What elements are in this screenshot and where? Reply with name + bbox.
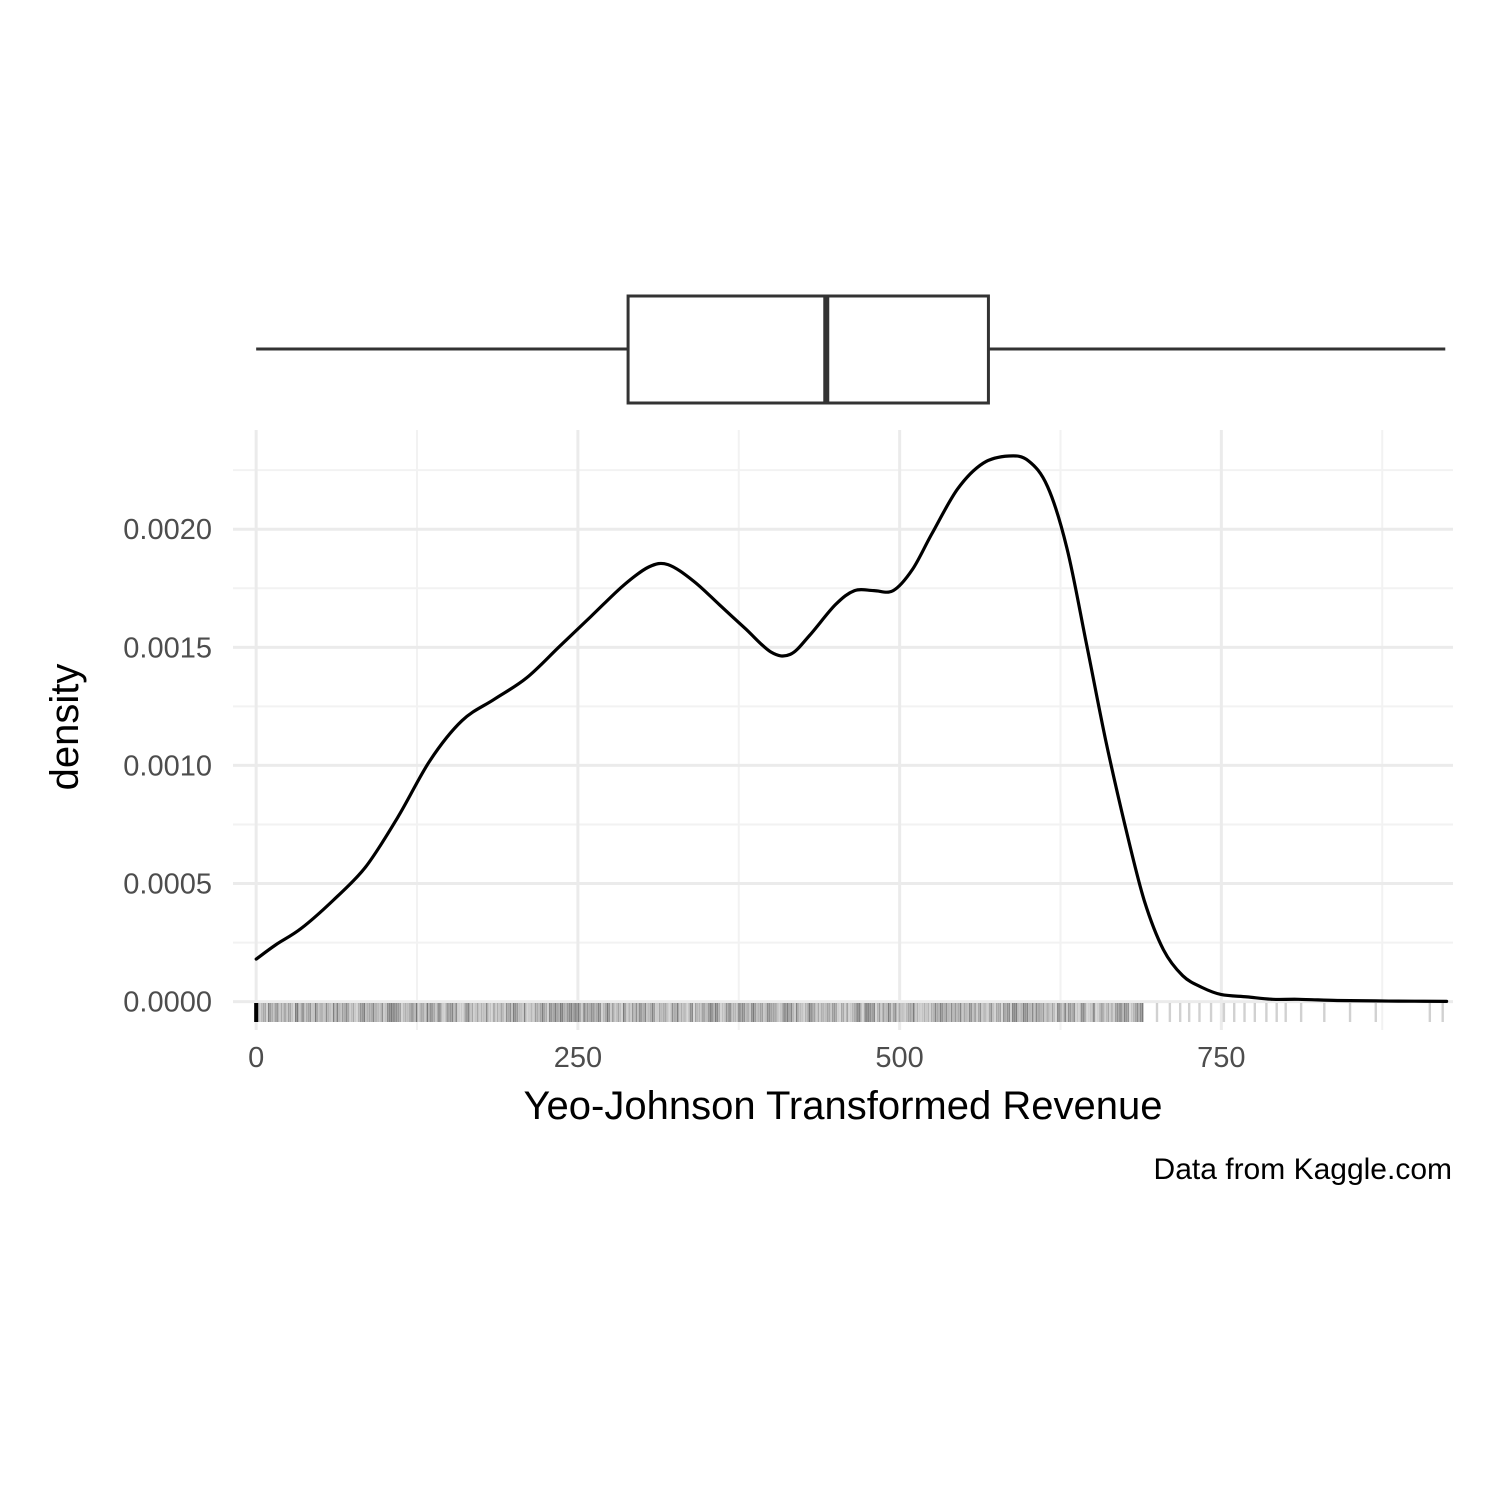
y-tick-label: 0.0005 [123,869,212,901]
grid [233,430,1453,1030]
x-tick-label: 500 [875,1042,923,1074]
x-tick-labels: 0 250 500 750 [248,1042,1245,1074]
y-tick-label: 0.0020 [123,514,212,546]
y-tick-label: 0.0000 [123,987,212,1019]
x-tick-label: 250 [554,1042,602,1074]
y-tick-label: 0.0015 [123,632,212,664]
x-tick-label: 750 [1197,1042,1245,1074]
x-tick-label: 0 [248,1042,264,1074]
rug-marks [254,1003,1444,1022]
caption: Data from Kaggle.com [1154,1153,1452,1186]
y-tick-labels: 0.0000 0.0005 0.0010 0.0015 0.0020 [123,514,212,1018]
boxplot [256,294,1446,405]
x-axis-title: Yeo-Johnson Transformed Revenue [524,1084,1163,1128]
boxplot-box [626,294,990,405]
y-tick-label: 0.0010 [123,750,212,782]
y-axis-title: density [43,664,87,791]
density-curve [254,454,1449,1003]
